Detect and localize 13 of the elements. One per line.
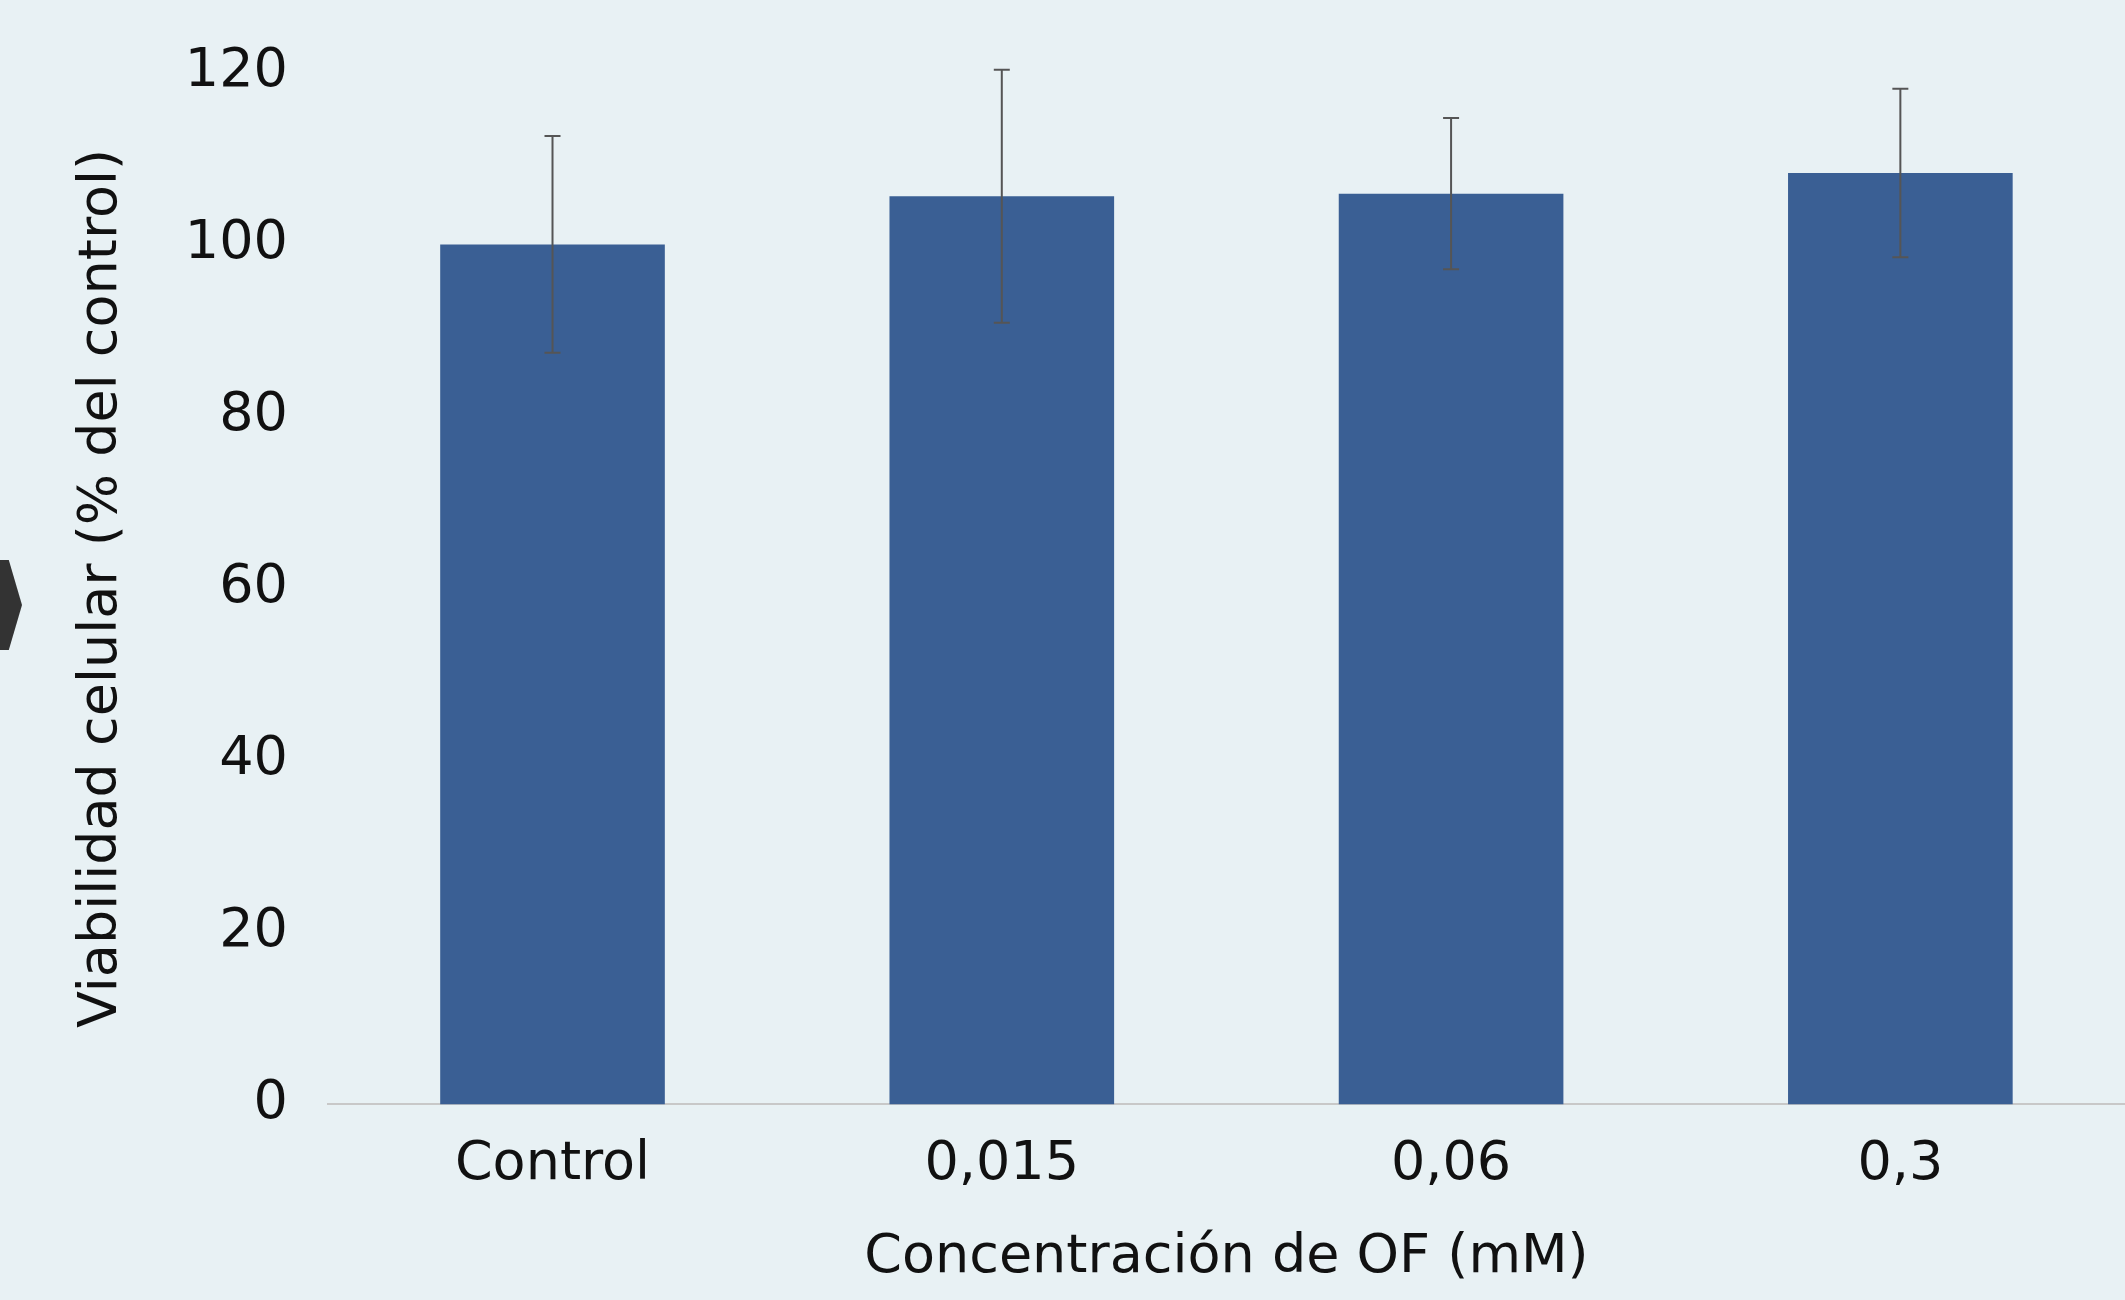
y-axis-title: Viabilidad celular (% del control) — [66, 148, 130, 1028]
x-tick-label: 0,3 — [1857, 1128, 1944, 1192]
y-tick-label: 60 — [219, 552, 288, 616]
y-tick-label: 20 — [219, 896, 288, 960]
x-tick-label: 0,06 — [1390, 1128, 1512, 1192]
x-tick-label: Control — [454, 1128, 651, 1192]
x-axis-title: Concentración de OF (mM) — [864, 1221, 1589, 1285]
y-tick-label: 120 — [184, 36, 288, 100]
x-tick-label: 0,015 — [924, 1128, 1080, 1192]
y-tick-label: 40 — [219, 724, 288, 788]
y-tick-label: 80 — [219, 380, 288, 444]
y-tick-label: 0 — [253, 1068, 288, 1132]
y-tick-label: 100 — [184, 208, 288, 272]
